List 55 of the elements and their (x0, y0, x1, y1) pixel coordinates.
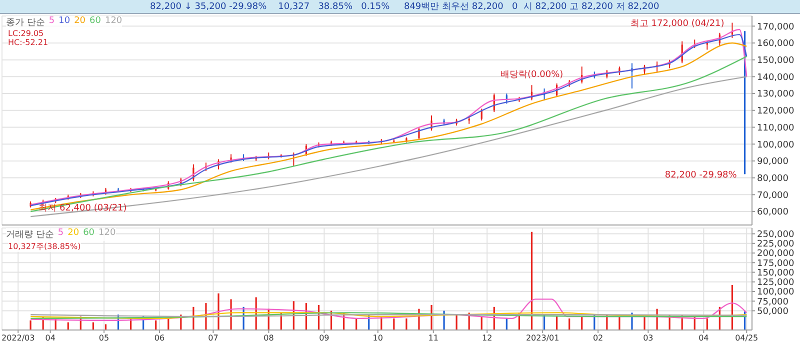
legend-title: 거래량 단순 (6, 229, 54, 241)
x-tick-label: 12 (482, 334, 492, 343)
annotation: LC:29.05 (8, 29, 45, 38)
y-tick-label: 110,000 (757, 123, 794, 134)
chart-subtitle: 82,200 ↓ 35,200 -29.98% 10,327 38.85% 0.15% 849백만 최우선 82,200 0 시 82,200 고 82,200 저 82,200 (0, 0, 800, 14)
x-tick-label: 02 (592, 334, 604, 343)
text: 120 (98, 228, 116, 240)
y-tick-label: 160,000 (757, 39, 794, 50)
y-tick-label: 125,000 (757, 278, 794, 288)
y-tick-label: 175,000 (757, 258, 794, 269)
x-tick-label: 07 (208, 334, 218, 343)
y-tick-label: 60,000 (757, 208, 789, 218)
text: 10 (58, 16, 70, 28)
y-tick-label: 170,000 (757, 22, 794, 32)
y-tick-label: 150,000 (757, 56, 794, 66)
text: 5 (48, 16, 55, 28)
x-tick-label: 04 (698, 334, 709, 343)
y-tick-label: 90,000 (757, 157, 789, 168)
annotation: 최고 172,000 (04/21) (630, 18, 724, 29)
x-tick-label: 05 (98, 334, 110, 343)
x-tick-label: 06 (154, 334, 165, 343)
text: 5 (58, 228, 64, 240)
x-tick-label: 11 (428, 334, 438, 343)
y-tick-label: 250,000 (757, 230, 794, 240)
annotation: 10,327주(38.85%) (8, 241, 81, 252)
y-tick-label: 75,000 (757, 297, 789, 308)
y-tick-label: 100,000 (757, 140, 794, 150)
y-tick-label: 100,000 (757, 288, 794, 298)
x-tick-label: 09 (319, 334, 330, 343)
x-tick-label: 04 (45, 334, 56, 343)
legend-title: 종가 단순 (6, 17, 45, 29)
y-tick-label: 150,000 (757, 268, 794, 278)
y-tick-label: 200,000 (757, 249, 794, 260)
y-tick-label: 225,000 (757, 240, 794, 250)
y-tick-label: 80,000 (757, 174, 789, 184)
x-tick-label: 03 (643, 334, 654, 343)
x-tick-label: 10 (372, 334, 383, 343)
candlestick (418, 126, 420, 140)
annotation: HC:-52.21 (8, 38, 48, 47)
x-tick-label: 2022/03 (1, 334, 35, 343)
text: 120 (104, 16, 122, 28)
x-tick-label: 2023/01 (526, 334, 560, 343)
y-tick-label: 120,000 (757, 106, 794, 117)
annotation: 배당락(0.00%) (500, 70, 564, 80)
x-tick-label: 04/25 (735, 334, 758, 343)
text: 20 (68, 228, 80, 240)
text: 60 (90, 16, 101, 28)
y-tick-label: 140,000 (757, 72, 794, 83)
y-tick-label: 130,000 (757, 90, 794, 100)
text: 60 (83, 228, 95, 240)
y-tick-label: 70,000 (757, 190, 789, 201)
y-tick-label: 50,000 (757, 306, 789, 317)
annotation: 82,200 -29.98% (664, 170, 738, 180)
x-tick-label: 08 (264, 334, 274, 343)
text: 20 (74, 16, 86, 28)
